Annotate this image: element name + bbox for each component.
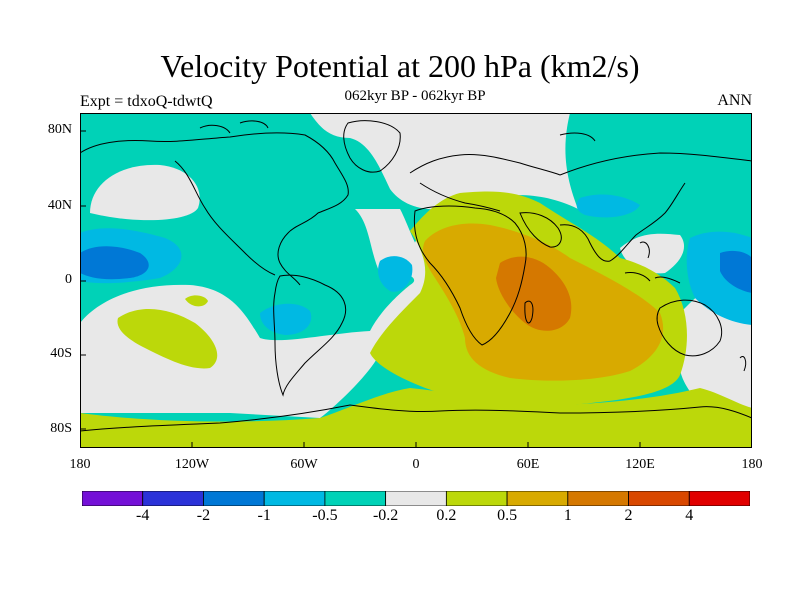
lat-label: 80N (47, 122, 72, 137)
lon-label: 180 (741, 457, 763, 472)
colorbar-swatch (142, 491, 204, 506)
field-weak-positive-southern-ocean (80, 388, 752, 448)
colorbar-swatch (567, 491, 629, 506)
lon-label: 0 (412, 457, 420, 472)
field-moderate-negative-asia (576, 194, 640, 218)
lat-label: 40S (50, 346, 72, 361)
colorbar-swatch (385, 491, 447, 506)
field-weak-positive-south-pacific (117, 308, 218, 369)
lon-label: 120W (174, 457, 210, 472)
lat-label: 80S (50, 421, 72, 436)
field-strong-negative-east (720, 250, 752, 293)
colorbar-label: 0.2 (436, 507, 457, 524)
plot-subtitle: 062kyr BP - 062kyr BP (344, 88, 486, 104)
colorbar (82, 491, 750, 506)
colorbar-swatch (324, 491, 387, 506)
coastlines (80, 120, 752, 432)
season-label: ANN (717, 92, 752, 109)
lon-label: 180 (69, 457, 91, 472)
velocity-potential-map (80, 113, 752, 448)
colorbar-label: -2 (196, 507, 211, 524)
field-strong-negative-pacific (80, 246, 149, 280)
experiment-label: Expt = tdxoQ-tdwtQ (80, 93, 213, 110)
colorbar-swatch (82, 491, 144, 506)
field-strong-positive (496, 256, 572, 331)
colorbar-label: 0.5 (497, 507, 518, 524)
field-near-zero-north (310, 113, 578, 210)
colorbar-label: -4 (136, 507, 150, 524)
colorbar-label: -0.5 (312, 507, 338, 524)
colorbar-swatch (203, 491, 265, 506)
colorbar-label: -0.2 (372, 507, 399, 524)
field-moderate-negative-south-america (260, 303, 312, 335)
colorbar-label: 2 (624, 507, 633, 524)
plot-title: Velocity Potential at 200 hPa (km2/s) (160, 48, 640, 84)
field-moderate-negative-atlantic (378, 256, 413, 292)
field-weak-positive-pacific-small (185, 295, 208, 307)
lat-label: 0 (65, 272, 72, 287)
lat-label: 40N (47, 198, 72, 213)
field-near-zero-pacific-north (90, 164, 200, 221)
map-ticks (80, 130, 641, 448)
colorbar-swatch (628, 491, 690, 506)
colorbar-swatch (688, 491, 750, 506)
colorbar-swatch (506, 491, 569, 506)
colorbar-label: 4 (685, 507, 694, 524)
field-near-zero-south (80, 233, 432, 418)
colorbar-label: -1 (257, 507, 271, 524)
lon-label: 120E (625, 457, 655, 472)
lon-label: 60E (516, 457, 540, 472)
colorbar-swatch (445, 491, 508, 506)
lon-label: 60W (290, 457, 318, 472)
colorbar-label: 1 (563, 507, 572, 524)
colorbar-swatch (263, 491, 326, 506)
